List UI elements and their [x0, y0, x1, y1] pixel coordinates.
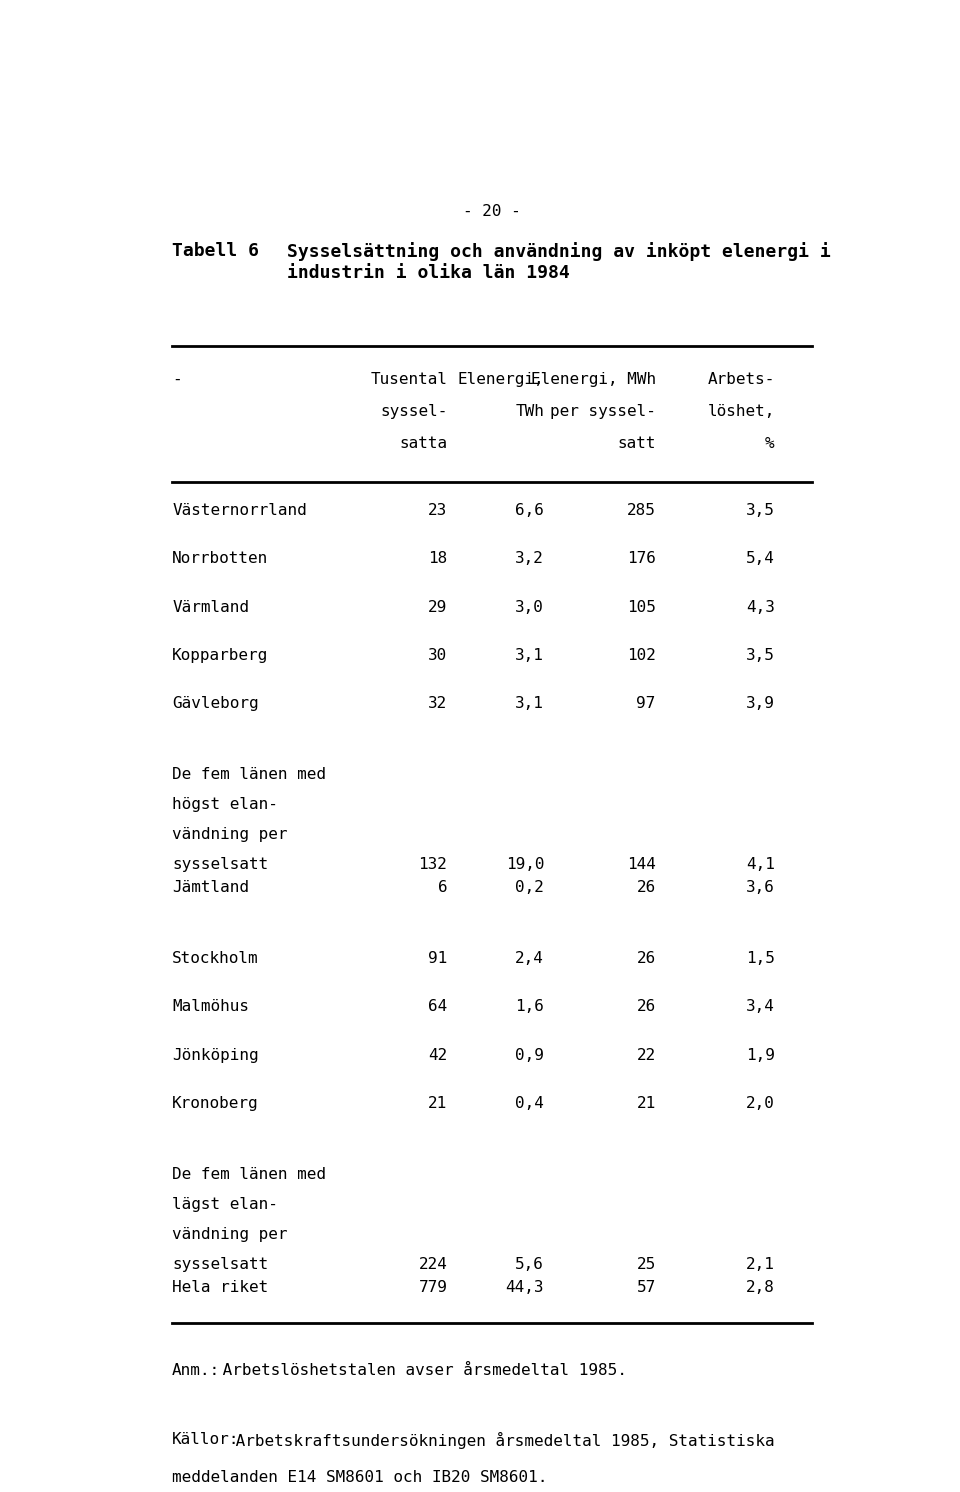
- Text: 3,1: 3,1: [516, 697, 544, 712]
- Text: 132: 132: [419, 856, 447, 871]
- Text: De fem länen med: De fem länen med: [172, 1167, 326, 1182]
- Text: 30: 30: [428, 648, 447, 662]
- Text: 26: 26: [636, 1000, 656, 1015]
- Text: Hela riket: Hela riket: [172, 1280, 269, 1295]
- Text: högst elan-: högst elan-: [172, 797, 278, 812]
- Text: 44,3: 44,3: [506, 1280, 544, 1295]
- Text: löshet,: löshet,: [708, 404, 775, 419]
- Text: 2,1: 2,1: [746, 1256, 775, 1271]
- Text: 42: 42: [428, 1047, 447, 1062]
- Text: 1,9: 1,9: [746, 1047, 775, 1062]
- Text: 57: 57: [636, 1280, 656, 1295]
- Text: Jämtland: Jämtland: [172, 880, 249, 895]
- Text: 0,9: 0,9: [516, 1047, 544, 1062]
- Text: Sysselsättning och användning av inköpt elenergi i
industrin i olika län 1984: Sysselsättning och användning av inköpt …: [287, 242, 831, 282]
- Text: 25: 25: [636, 1256, 656, 1271]
- Text: Elenergi,: Elenergi,: [458, 372, 544, 386]
- Text: Kopparberg: Kopparberg: [172, 648, 269, 662]
- Text: 21: 21: [428, 1095, 447, 1112]
- Text: 2,0: 2,0: [746, 1095, 775, 1112]
- Text: 21: 21: [636, 1095, 656, 1112]
- Text: Kronoberg: Kronoberg: [172, 1095, 258, 1112]
- Text: Jönköping: Jönköping: [172, 1047, 258, 1062]
- Text: - 20 -: - 20 -: [463, 204, 521, 219]
- Text: 3,2: 3,2: [516, 551, 544, 567]
- Text: Värmland: Värmland: [172, 600, 249, 615]
- Text: 176: 176: [627, 551, 656, 567]
- Text: 0,2: 0,2: [516, 880, 544, 895]
- Text: 97: 97: [636, 697, 656, 712]
- Text: vändning per: vändning per: [172, 827, 288, 841]
- Text: 3,0: 3,0: [516, 600, 544, 615]
- Text: satta: satta: [399, 436, 447, 452]
- Text: 3,9: 3,9: [746, 697, 775, 712]
- Text: lägst elan-: lägst elan-: [172, 1197, 278, 1212]
- Text: Elenergi, MWh: Elenergi, MWh: [531, 372, 656, 386]
- Text: 4,3: 4,3: [746, 600, 775, 615]
- Text: Norrbotten: Norrbotten: [172, 551, 269, 567]
- Text: 3,1: 3,1: [516, 648, 544, 662]
- Text: 22: 22: [636, 1047, 656, 1062]
- Text: 3,6: 3,6: [746, 880, 775, 895]
- Text: sysselsatt: sysselsatt: [172, 1256, 269, 1271]
- Text: 2,8: 2,8: [746, 1280, 775, 1295]
- Text: Malmöhus: Malmöhus: [172, 1000, 249, 1015]
- Text: 2,4: 2,4: [516, 950, 544, 965]
- Text: sysselsatt: sysselsatt: [172, 856, 269, 871]
- Text: Gävleborg: Gävleborg: [172, 697, 258, 712]
- Text: 105: 105: [627, 600, 656, 615]
- Text: De fem länen med: De fem länen med: [172, 767, 326, 782]
- Text: 285: 285: [627, 503, 656, 518]
- Text: Källor:: Källor:: [172, 1432, 239, 1447]
- Text: Stockholm: Stockholm: [172, 950, 258, 965]
- Text: meddelanden E14 SM8601 och IB20 SM8601.: meddelanden E14 SM8601 och IB20 SM8601.: [172, 1470, 547, 1486]
- Text: 26: 26: [636, 880, 656, 895]
- Text: vändning per: vändning per: [172, 1226, 288, 1241]
- Text: satt: satt: [617, 436, 656, 452]
- Text: 18: 18: [428, 551, 447, 567]
- Text: 1,5: 1,5: [746, 950, 775, 965]
- Text: 64: 64: [428, 1000, 447, 1015]
- Text: 6: 6: [438, 880, 447, 895]
- Text: 19,0: 19,0: [506, 856, 544, 871]
- Text: Arbetskraftsundersökningen årsmedeltal 1985, Statistiska: Arbetskraftsundersökningen årsmedeltal 1…: [226, 1432, 775, 1449]
- Text: 3,5: 3,5: [746, 648, 775, 662]
- Text: Anm.:: Anm.:: [172, 1364, 220, 1379]
- Text: syssel-: syssel-: [380, 404, 447, 419]
- Text: 1,6: 1,6: [516, 1000, 544, 1015]
- Text: Arbets-: Arbets-: [708, 372, 775, 386]
- Text: 32: 32: [428, 697, 447, 712]
- Text: 0,4: 0,4: [516, 1095, 544, 1112]
- Text: 29: 29: [428, 600, 447, 615]
- Text: 26: 26: [636, 950, 656, 965]
- Text: 4,1: 4,1: [746, 856, 775, 871]
- Text: Tabell 6: Tabell 6: [172, 242, 259, 260]
- Text: per syssel-: per syssel-: [550, 404, 656, 419]
- Text: 23: 23: [428, 503, 447, 518]
- Text: 5,4: 5,4: [746, 551, 775, 567]
- Text: Arbetslöshetstalen avser årsmedeltal 1985.: Arbetslöshetstalen avser årsmedeltal 198…: [213, 1364, 627, 1379]
- Text: -: -: [172, 372, 181, 386]
- Text: Tusental: Tusental: [371, 372, 447, 386]
- Text: TWh: TWh: [516, 404, 544, 419]
- Text: 3,5: 3,5: [746, 503, 775, 518]
- Text: %: %: [765, 436, 775, 452]
- Text: 224: 224: [419, 1256, 447, 1271]
- Text: 91: 91: [428, 950, 447, 965]
- Text: 5,6: 5,6: [516, 1256, 544, 1271]
- Text: 144: 144: [627, 856, 656, 871]
- Text: 3,4: 3,4: [746, 1000, 775, 1015]
- Text: 779: 779: [419, 1280, 447, 1295]
- Text: 102: 102: [627, 648, 656, 662]
- Text: Västernorrland: Västernorrland: [172, 503, 307, 518]
- Text: 6,6: 6,6: [516, 503, 544, 518]
